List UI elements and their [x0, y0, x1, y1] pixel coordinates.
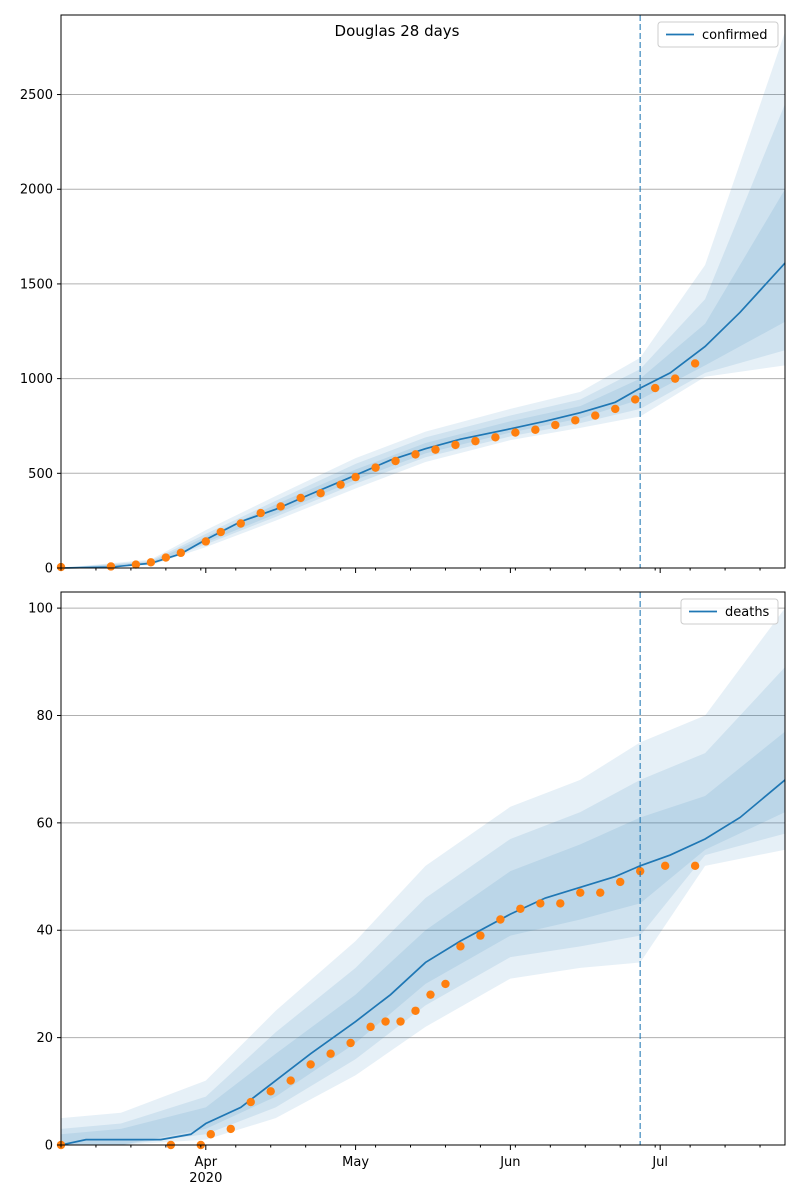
observed-point — [366, 1022, 375, 1032]
y-tick-label: 40 — [36, 924, 53, 939]
observed-point — [306, 1060, 315, 1069]
observed-point — [451, 440, 460, 450]
observed-point — [246, 1097, 255, 1107]
observed-point — [411, 450, 420, 459]
observed-point — [511, 428, 520, 437]
model-line — [60, 779, 786, 1146]
axes-frame — [60, 14, 786, 569]
observed-point — [616, 877, 625, 887]
x-year-label: 2020 — [189, 1171, 222, 1186]
legend-box — [680, 598, 779, 625]
observed-point — [396, 1017, 405, 1026]
y-tick-label: 100 — [28, 602, 53, 617]
observed-point — [216, 527, 225, 537]
observed-point — [576, 888, 585, 897]
observed-point — [670, 374, 680, 383]
observed-point — [611, 404, 620, 414]
x-tick-label: Jul — [651, 1155, 668, 1170]
y-tick-label: 2500 — [20, 88, 53, 103]
observed-point — [161, 553, 171, 562]
uncertainty-band — [61, 667, 785, 1145]
y-tick-label: 2000 — [20, 183, 53, 198]
observed-point — [106, 562, 116, 571]
legend-box — [657, 21, 779, 48]
x-tick-label: May — [342, 1155, 369, 1170]
observed-point — [690, 861, 700, 871]
observed-point — [206, 1130, 215, 1139]
observed-point — [276, 502, 285, 511]
observed-point — [551, 420, 560, 430]
observed-point — [471, 436, 480, 446]
observed-point — [456, 942, 465, 951]
observed-point — [476, 931, 485, 940]
observed-point — [326, 1049, 335, 1058]
uncertainty-band — [61, 608, 785, 1145]
x-tick-label: Apr — [195, 1155, 218, 1170]
uncertainty-band — [61, 731, 785, 1145]
observed-point — [266, 1087, 275, 1096]
observed-point — [426, 990, 435, 999]
observed-point — [531, 425, 540, 434]
uncertainty-band — [61, 32, 785, 569]
observed-point — [496, 915, 505, 924]
observed-point — [176, 548, 186, 558]
y-tick-label: 20 — [36, 1031, 53, 1046]
observed-point — [226, 1124, 235, 1134]
confirmed-panel: 0 500 1000 1500 2000 2500 confirmed — [20, 14, 786, 577]
legend-label: confirmed — [702, 28, 768, 43]
deaths-panel: 0 20 40 60 80 100 Apr May Jun Jul 2020 deaths — [28, 591, 786, 1186]
y-tick-label: 1000 — [20, 372, 53, 387]
observed-point — [631, 395, 640, 404]
y-tick-label: 500 — [28, 467, 53, 482]
observed-point — [591, 411, 600, 420]
legend-label: deaths — [725, 605, 770, 620]
model-line — [60, 262, 786, 569]
y-tick-label: 0 — [45, 1139, 53, 1154]
observed-point — [441, 979, 450, 989]
observed-point — [650, 383, 660, 393]
observed-point — [316, 488, 325, 498]
observed-point — [391, 456, 400, 466]
observed-point — [381, 1017, 390, 1026]
y-tick-label: 80 — [36, 709, 53, 724]
observed-point — [346, 1038, 355, 1048]
observed-point — [256, 508, 265, 518]
observed-point — [286, 1076, 295, 1085]
observed-point — [556, 899, 565, 908]
observed-point — [491, 433, 500, 442]
x-tick-label: Jun — [499, 1155, 520, 1170]
observed-point — [596, 888, 605, 897]
observed-point — [660, 861, 670, 871]
observed-point — [371, 463, 380, 472]
observed-point — [146, 558, 156, 567]
observed-point — [431, 445, 440, 454]
observed-point — [201, 537, 210, 546]
y-tick-label: 60 — [36, 816, 53, 831]
observed-point — [411, 1006, 420, 1015]
observed-point — [351, 472, 360, 482]
observed-point — [536, 899, 545, 908]
observed-point — [571, 416, 580, 425]
observed-point — [236, 519, 245, 528]
y-tick-label: 0 — [45, 562, 53, 577]
axes-frame — [60, 591, 786, 1146]
observed-point — [296, 493, 305, 503]
chart-title: Douglas 28 days — [335, 22, 460, 40]
observed-point — [336, 480, 345, 489]
observed-point — [516, 904, 525, 913]
observed-point — [690, 359, 700, 368]
observed-point — [131, 560, 141, 569]
y-tick-label: 1500 — [20, 277, 53, 292]
